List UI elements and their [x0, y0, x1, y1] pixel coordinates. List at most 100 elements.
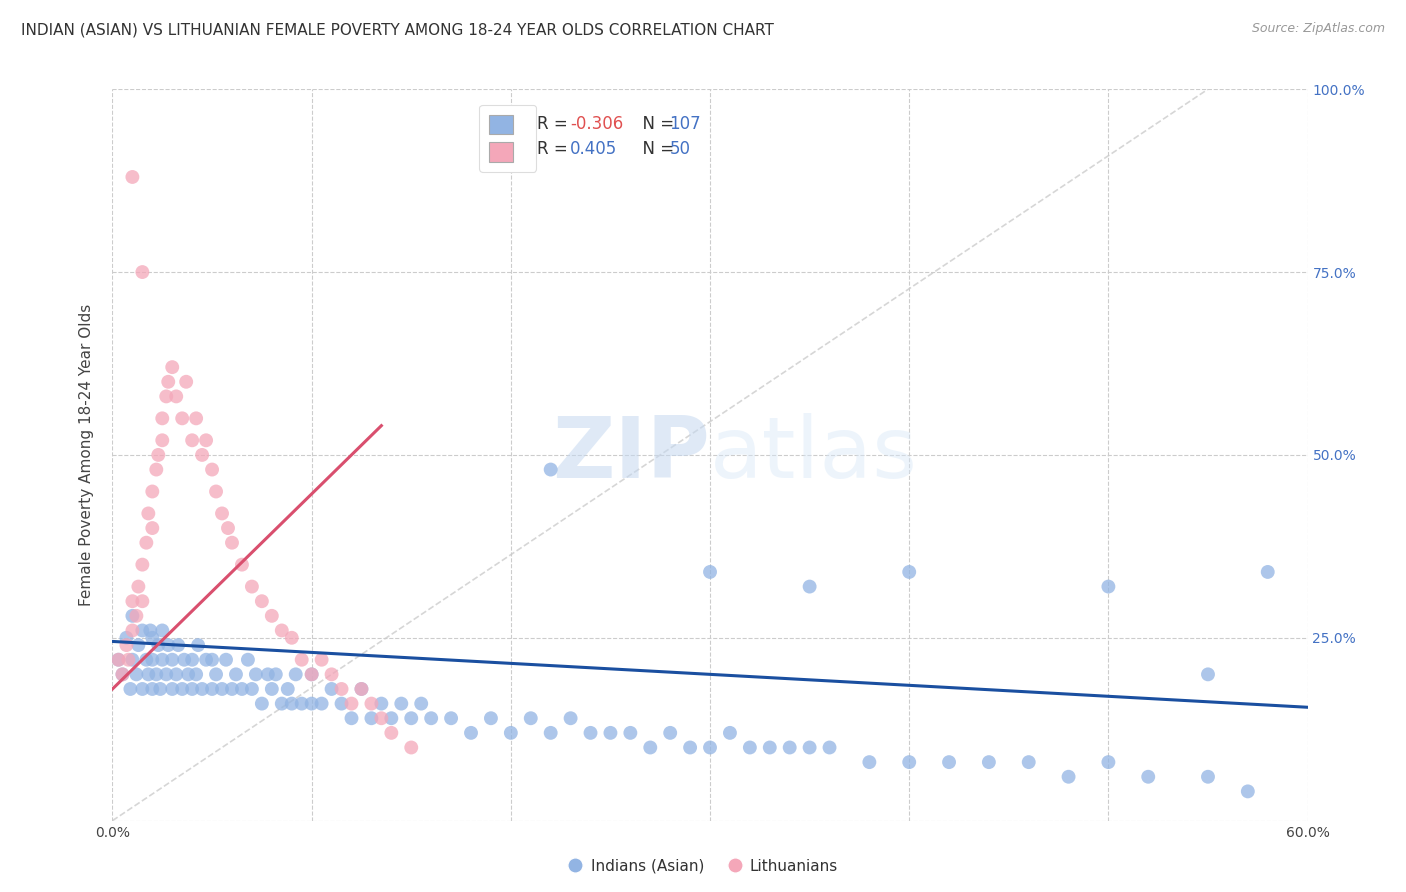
Point — [221, 681, 243, 696]
Point — [370, 697, 392, 711]
Point — [330, 681, 353, 696]
Point — [380, 711, 402, 725]
Point — [311, 653, 333, 667]
Point — [401, 711, 423, 725]
Point — [270, 697, 292, 711]
Point — [135, 653, 157, 667]
Point — [411, 697, 433, 711]
Text: Source: ZipAtlas.com: Source: ZipAtlas.com — [1251, 22, 1385, 36]
Point — [150, 653, 173, 667]
Point — [818, 740, 841, 755]
Point — [420, 711, 443, 725]
Point — [281, 697, 304, 711]
Point — [540, 726, 562, 740]
Point — [121, 653, 143, 667]
Point — [162, 360, 183, 375]
Text: 107: 107 — [669, 115, 702, 133]
Point — [125, 608, 148, 623]
Point — [579, 726, 602, 740]
Point — [177, 667, 200, 681]
Point — [520, 711, 543, 725]
Text: -0.306: -0.306 — [571, 115, 623, 133]
Point — [174, 375, 197, 389]
Point — [1018, 755, 1040, 769]
Point — [380, 726, 402, 740]
Point — [172, 681, 194, 696]
Point — [264, 667, 287, 681]
Point — [186, 667, 208, 681]
Point — [619, 726, 641, 740]
Point — [360, 711, 382, 725]
Point — [138, 667, 160, 681]
Text: N =: N = — [633, 115, 679, 133]
Text: ZIP: ZIP — [553, 413, 710, 497]
Point — [340, 711, 363, 725]
Point — [898, 755, 921, 769]
Point — [139, 624, 162, 638]
Point — [141, 653, 163, 667]
Point — [699, 565, 721, 579]
Point — [155, 667, 177, 681]
Text: 0.405: 0.405 — [571, 140, 617, 158]
Point — [195, 653, 218, 667]
Point — [250, 594, 273, 608]
Point — [938, 755, 960, 769]
Point — [155, 389, 177, 403]
Text: atlas: atlas — [710, 413, 918, 497]
Point — [191, 448, 214, 462]
Point — [201, 653, 224, 667]
Point — [858, 755, 880, 769]
Point — [260, 681, 283, 696]
Point — [150, 624, 173, 638]
Point — [460, 726, 482, 740]
Point — [141, 521, 163, 535]
Point — [1097, 580, 1119, 594]
Point — [191, 681, 214, 696]
Point — [131, 594, 153, 608]
Point — [499, 726, 522, 740]
Point — [121, 169, 143, 184]
Point — [759, 740, 782, 755]
Point — [330, 697, 353, 711]
Point — [201, 462, 224, 476]
Point — [479, 711, 502, 725]
Point — [162, 681, 183, 696]
Point — [350, 681, 373, 696]
Point — [779, 740, 801, 755]
Point — [321, 681, 343, 696]
Point — [311, 697, 333, 711]
Point — [1237, 784, 1260, 798]
Point — [321, 667, 343, 681]
Point — [115, 638, 138, 652]
Point — [738, 740, 761, 755]
Point — [1197, 770, 1219, 784]
Point — [401, 740, 423, 755]
Point — [181, 653, 204, 667]
Point — [162, 653, 183, 667]
Point — [1097, 755, 1119, 769]
Point — [370, 711, 392, 725]
Legend: , : , — [479, 105, 536, 171]
Point — [141, 484, 163, 499]
Point — [131, 681, 153, 696]
Point — [1197, 667, 1219, 681]
Legend: Indians (Asian), Lithuanians: Indians (Asian), Lithuanians — [562, 853, 844, 880]
Point — [121, 608, 143, 623]
Point — [599, 726, 621, 740]
Point — [1257, 565, 1279, 579]
Point — [115, 631, 138, 645]
Point — [172, 411, 194, 425]
Point — [291, 653, 314, 667]
Point — [301, 667, 323, 681]
Point — [120, 681, 142, 696]
Point — [350, 681, 373, 696]
Point — [284, 667, 307, 681]
Point — [231, 558, 253, 572]
Point — [291, 697, 314, 711]
Point — [127, 638, 149, 652]
Point — [111, 667, 134, 681]
Point — [148, 638, 170, 652]
Text: INDIAN (ASIAN) VS LITHUANIAN FEMALE POVERTY AMONG 18-24 YEAR OLDS CORRELATION CH: INDIAN (ASIAN) VS LITHUANIAN FEMALE POVE… — [21, 22, 773, 37]
Point — [121, 594, 143, 608]
Point — [260, 608, 283, 623]
